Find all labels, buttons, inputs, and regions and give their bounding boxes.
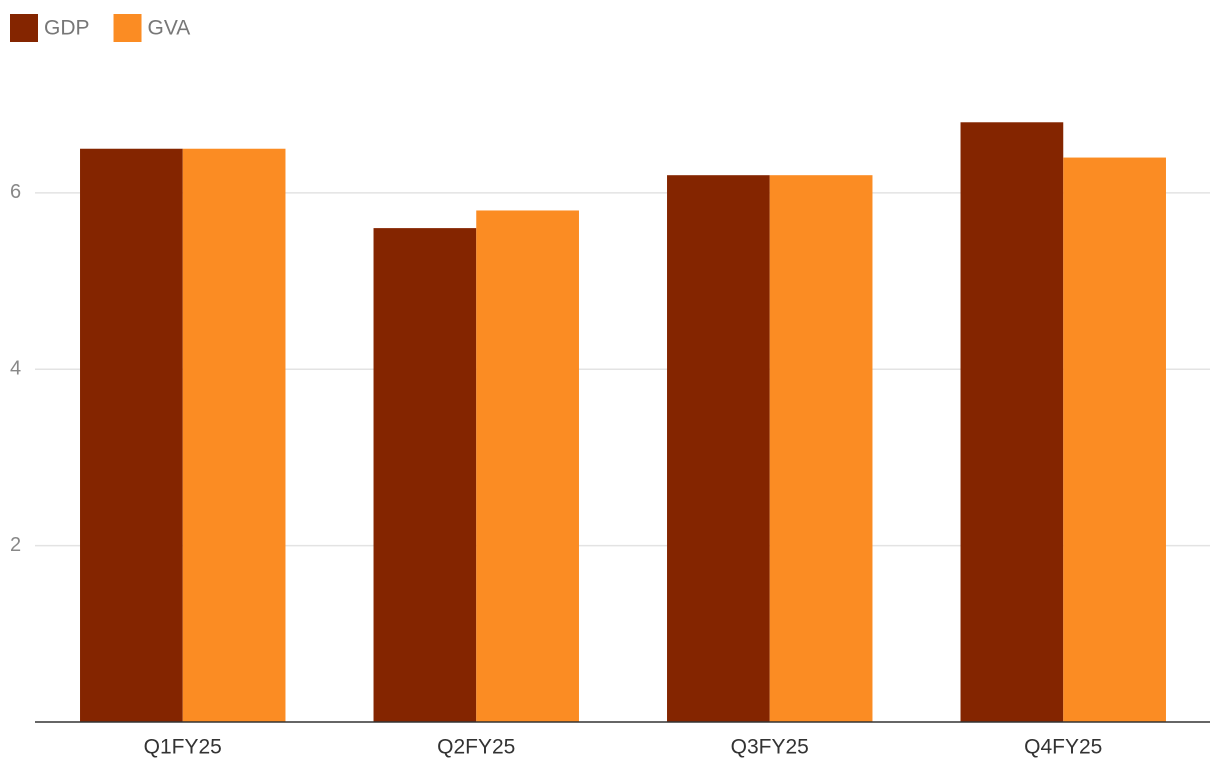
bar xyxy=(667,175,770,722)
bar xyxy=(80,148,183,723)
y-tick-label: 4 xyxy=(10,358,21,380)
x-tick-label: Q3FY25 xyxy=(731,736,809,759)
bar xyxy=(373,228,477,722)
legend-label: GVA xyxy=(148,17,191,40)
legend-swatch xyxy=(10,14,38,42)
y-tick-label: 6 xyxy=(10,181,21,203)
bar xyxy=(960,122,1064,723)
x-tick-label: Q1FY25 xyxy=(144,736,222,759)
x-tick-label: Q2FY25 xyxy=(437,736,515,759)
legend-swatch xyxy=(113,14,142,42)
y-tick-label: 2 xyxy=(10,534,21,556)
bar xyxy=(476,210,579,722)
bar xyxy=(769,175,873,722)
bar xyxy=(182,148,286,723)
x-tick-label: Q4FY25 xyxy=(1024,736,1102,759)
legend-label: GDP xyxy=(44,17,90,40)
bar xyxy=(1063,157,1166,723)
